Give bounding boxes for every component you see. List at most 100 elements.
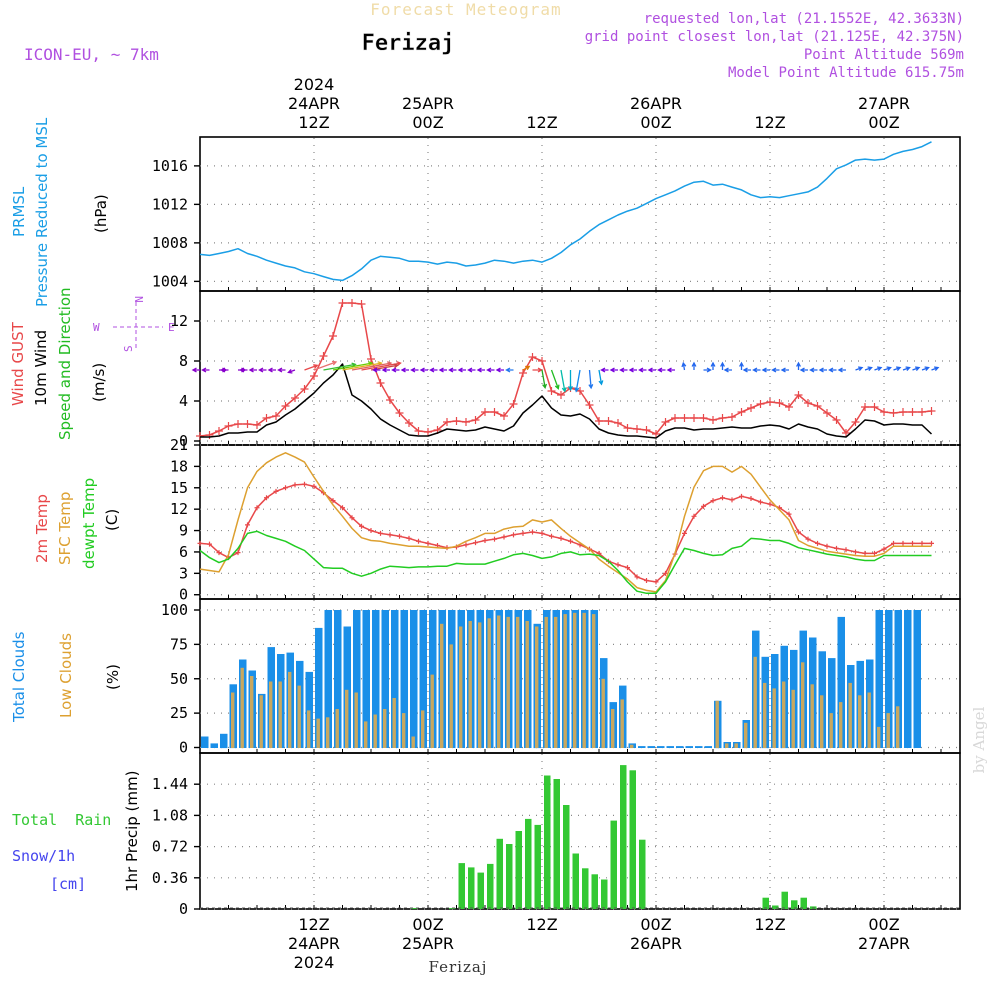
low-cloud-bar (402, 713, 406, 748)
compass-west: W (93, 321, 100, 334)
low-cloud-bar (459, 626, 463, 748)
wind-point-gust (699, 414, 708, 422)
wind-direction-arrow (902, 366, 911, 372)
pressure-title-line-2: Pressure Reduced to MSL (33, 117, 51, 307)
low-cloud-bar (497, 615, 501, 748)
total-cloud-bar (828, 658, 836, 748)
wind-ytick-label: 8 (179, 352, 188, 370)
wind-direction-arrow (495, 367, 504, 373)
wind-ytick-label: 4 (179, 392, 188, 410)
total-cloud-bar (676, 746, 684, 748)
wind-point-gust (243, 420, 252, 428)
low-cloud-bar (468, 621, 472, 748)
wind-point-gust (737, 408, 746, 416)
temperature-point-t2m (891, 540, 896, 546)
low-cloud-bar (364, 721, 368, 748)
wind-point-gust (633, 425, 641, 433)
wind-direction-arrow (647, 367, 656, 373)
total-cloud-bar (372, 610, 380, 748)
temperature-point-t2m (378, 530, 383, 536)
wind-point-gust (281, 402, 290, 410)
time-label: 12Z (526, 113, 557, 132)
temperature-point-t2m (492, 536, 497, 542)
low-cloud-bar (782, 681, 786, 748)
wind-direction-arrow (505, 367, 514, 373)
wind-direction-arrow (818, 367, 827, 373)
wind-point-gust (338, 299, 347, 307)
low-cloud-bar (753, 656, 757, 749)
rain-bar (458, 863, 465, 909)
wind-point-gust (614, 419, 622, 427)
wind-direction-arrow (864, 366, 873, 372)
temperature-point-t2m (207, 541, 212, 547)
compass-east: E (168, 321, 175, 334)
temperature-point-t2m (397, 533, 402, 539)
clouds-ytick-label: 50 (170, 670, 188, 688)
low-cloud-bar (611, 709, 615, 748)
total-cloud-bar (210, 743, 218, 748)
temperature-point-t2m (463, 542, 469, 548)
temperature-point-t2m (644, 577, 649, 583)
low-cloud-bar (411, 736, 415, 748)
wind-direction-arrow (541, 369, 548, 390)
wind-direction-arrow (248, 367, 257, 373)
temperature-frame (199, 444, 961, 600)
wind-point-gust (766, 398, 774, 406)
wind-direction-arrow (598, 369, 604, 386)
pressure-ytick-label: 1012 (152, 195, 188, 213)
rain-bar (629, 770, 636, 909)
wind-10m-title: 10m Wind (32, 330, 50, 406)
low-cloud-bar (772, 688, 776, 748)
wind-direction-arrow (304, 364, 319, 371)
wind-point-gust (585, 401, 594, 409)
low-cloud-bar (335, 709, 339, 748)
rain-bar (411, 908, 418, 910)
clouds-ytick-label: 25 (170, 704, 188, 722)
wind-direction-arrow (771, 367, 780, 373)
wind-direction-arrow (723, 367, 732, 373)
wind-direction-arrow (921, 366, 930, 372)
low-cloud-bar (867, 692, 871, 748)
wind-point-gust (718, 414, 727, 422)
total-cloud-bar (400, 610, 408, 748)
wind-point-gust (215, 427, 223, 435)
grid-point: grid point closest lon,lat (21.125E, 42.… (585, 29, 964, 45)
total-cloud-bar (875, 610, 883, 748)
temperature-point-t2m (862, 550, 868, 556)
rain-bar (496, 838, 503, 909)
low-cloud-bar (354, 692, 358, 748)
rain-bar (468, 867, 475, 909)
wind-point-gust (794, 391, 803, 399)
wind-point-gust (775, 399, 784, 407)
total-cloud-bar (324, 610, 332, 748)
clouds-ytick-label: 75 (170, 635, 188, 653)
temperature-ytick-label: 0 (179, 586, 188, 604)
total-cloud-bar (343, 626, 351, 748)
total-cloud-bar (220, 733, 228, 749)
wind-point-gust (414, 427, 423, 435)
wind-point-gust (291, 394, 299, 402)
wind-point-gust (519, 369, 527, 377)
wind-direction-arrow (532, 367, 543, 373)
wind-direction-arrow (476, 367, 485, 373)
rain-bar (563, 805, 570, 909)
low-cloud-bar (307, 710, 311, 748)
time-label: 26APR (630, 94, 682, 113)
wind-direction-arrow (710, 361, 716, 370)
wind-direction-arrow (560, 369, 567, 393)
temperature-ytick-label: 6 (179, 543, 188, 561)
precip-unit: 1hr Precip (mm) (123, 771, 141, 892)
wind-direction-arrow (410, 367, 419, 373)
wind-direction-arrow (467, 367, 476, 373)
wind-direction-arrow (931, 366, 940, 372)
clouds-ytick-label: 100 (161, 601, 188, 619)
pressure-panel: 1004 1008 1012 1016 (152, 136, 961, 292)
wind-direction-arrow (400, 367, 409, 373)
wind-point-gust (310, 372, 318, 380)
rain-bar (525, 818, 532, 909)
low-cloud-bar (269, 681, 273, 748)
low-cloud-bar (763, 682, 767, 748)
low-cloud-bar (744, 722, 748, 749)
low-cloud-bar (392, 698, 396, 748)
